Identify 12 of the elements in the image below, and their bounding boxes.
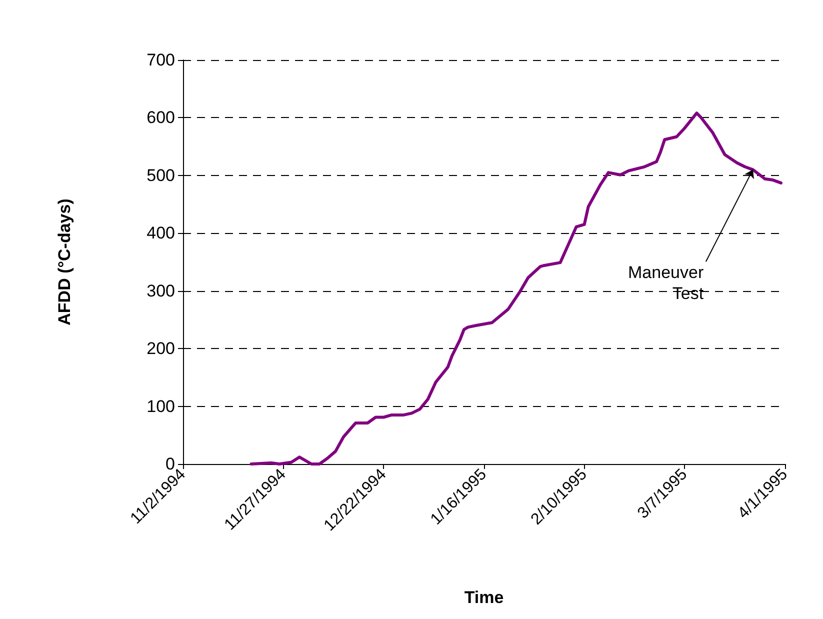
y-tick-label: 0: [166, 454, 175, 474]
line-series: [250, 112, 782, 466]
y-tick-label: 100: [146, 396, 175, 416]
y-tick-label: 400: [146, 224, 175, 243]
annotation: Maneuver Test: [628, 263, 704, 304]
y-tick-label: 500: [146, 166, 175, 185]
y-tick-label: 700: [146, 50, 175, 70]
x-axis-title: Time: [464, 588, 504, 607]
y-tick-label: 600: [146, 108, 175, 128]
y-axis-title: AFDD (°C-days): [55, 198, 74, 326]
y-tick-label: 200: [146, 339, 175, 358]
y-tick-label: 300: [146, 281, 175, 300]
